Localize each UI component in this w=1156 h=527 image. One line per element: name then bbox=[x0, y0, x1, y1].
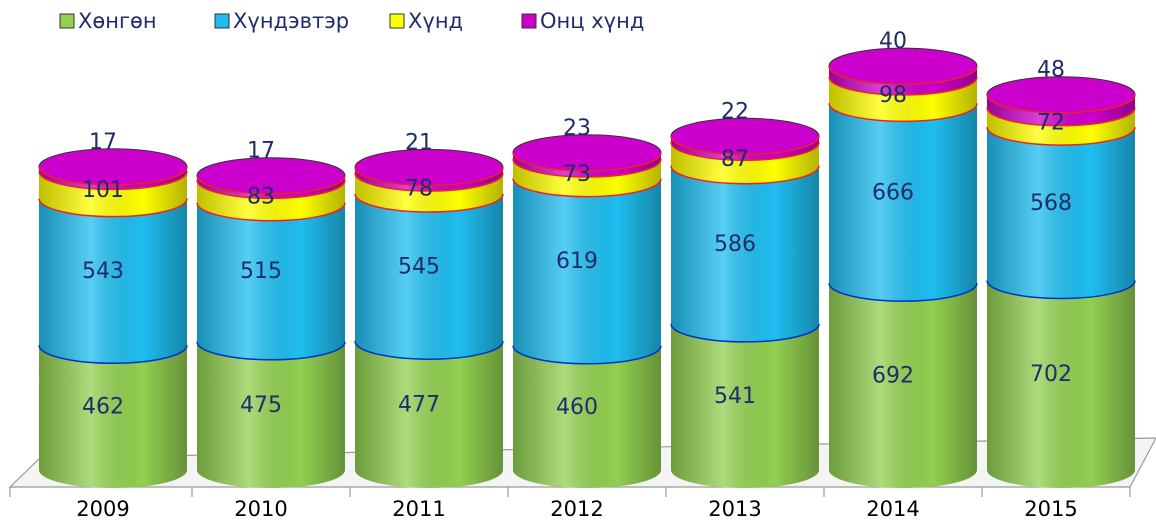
value-label: 568 bbox=[1030, 191, 1072, 216]
segment-shade bbox=[197, 323, 345, 488]
legend-label: Хүнд bbox=[408, 9, 463, 33]
value-label: 87 bbox=[721, 147, 749, 172]
segment-edge bbox=[828, 65, 978, 85]
segment-edge bbox=[354, 341, 504, 360]
x-tick-label: 2013 bbox=[708, 497, 761, 521]
segment-edge bbox=[828, 283, 978, 302]
segment-shade bbox=[39, 180, 187, 364]
segment-shade bbox=[513, 327, 661, 488]
value-label: 475 bbox=[240, 393, 282, 418]
segment-edge bbox=[670, 142, 820, 161]
value-label: 619 bbox=[556, 249, 598, 274]
segment-edge bbox=[670, 165, 820, 185]
value-label: 72 bbox=[1037, 110, 1065, 135]
x-tick-label: 2014 bbox=[866, 497, 919, 521]
x-tick-label: 2015 bbox=[1024, 497, 1077, 521]
segment-shade bbox=[355, 176, 503, 360]
segment-shade bbox=[671, 147, 819, 342]
value-label: 98 bbox=[879, 83, 907, 108]
value-label: 545 bbox=[398, 255, 440, 280]
x-tick-label: 2009 bbox=[76, 497, 129, 521]
segment-shade bbox=[829, 85, 978, 302]
value-label: 460 bbox=[556, 395, 598, 420]
segment-shade bbox=[829, 265, 978, 488]
value-label: 48 bbox=[1037, 58, 1065, 83]
value-label: 586 bbox=[714, 232, 756, 257]
value-label: 23 bbox=[563, 116, 591, 141]
legend-swatch bbox=[521, 13, 537, 29]
segment-edge bbox=[986, 127, 1136, 146]
legend-label: Онц хүнд bbox=[540, 9, 644, 33]
segment-edge bbox=[354, 193, 504, 213]
segment-edge bbox=[986, 107, 1136, 127]
segment-edge bbox=[828, 103, 978, 123]
segment-shade bbox=[197, 184, 345, 360]
value-label: 73 bbox=[563, 162, 591, 187]
value-label: 666 bbox=[872, 180, 914, 205]
legend-swatch bbox=[389, 13, 405, 29]
segment-edge bbox=[828, 76, 978, 96]
segment-edge bbox=[196, 202, 346, 222]
legend-swatch bbox=[59, 13, 75, 29]
segment-edge bbox=[354, 172, 504, 192]
legend-label: Хүндэвтэр bbox=[233, 9, 349, 33]
segment-edge bbox=[986, 94, 1136, 114]
segment-shade bbox=[513, 160, 661, 364]
legend-label: Хөнгөн bbox=[78, 9, 157, 33]
segment-edge bbox=[38, 171, 188, 191]
x-tick-label: 2011 bbox=[392, 497, 445, 521]
x-tick-label: 2010 bbox=[234, 497, 287, 521]
segment-edge bbox=[512, 158, 662, 178]
segment-edge bbox=[38, 345, 188, 364]
value-label: 515 bbox=[240, 259, 282, 284]
segment-edge bbox=[196, 341, 346, 361]
segment-edge bbox=[38, 198, 188, 218]
segment-shade bbox=[987, 109, 1135, 299]
value-label: 78 bbox=[405, 177, 433, 202]
value-label: 40 bbox=[879, 29, 907, 54]
segment-edge bbox=[986, 280, 1136, 300]
segment-edge bbox=[670, 323, 820, 343]
segment-shade bbox=[355, 323, 503, 488]
segment-shade bbox=[671, 305, 819, 488]
segment-edge bbox=[196, 175, 346, 195]
value-label: 541 bbox=[714, 384, 756, 409]
value-label: 101 bbox=[82, 178, 124, 203]
value-label: 462 bbox=[82, 395, 124, 420]
value-label: 21 bbox=[405, 130, 433, 155]
segment-edge bbox=[512, 152, 662, 172]
value-label: 477 bbox=[398, 393, 440, 418]
segment-shade bbox=[39, 327, 187, 488]
segment-edge bbox=[354, 167, 504, 187]
value-label: 17 bbox=[89, 130, 117, 155]
value-label: 17 bbox=[247, 139, 275, 164]
segment-edge bbox=[512, 178, 662, 198]
segment-edge bbox=[670, 136, 820, 156]
segment-edge bbox=[512, 345, 662, 365]
value-label: 702 bbox=[1030, 362, 1072, 387]
value-label: 543 bbox=[82, 259, 124, 284]
value-label: 692 bbox=[872, 364, 914, 389]
segment-shade bbox=[987, 262, 1135, 488]
segment-edge bbox=[196, 180, 346, 200]
value-label: 22 bbox=[721, 99, 749, 124]
segment-edge bbox=[38, 166, 188, 186]
value-label: 83 bbox=[247, 184, 275, 209]
legend-swatch bbox=[214, 13, 230, 29]
x-tick-label: 2012 bbox=[550, 497, 603, 521]
